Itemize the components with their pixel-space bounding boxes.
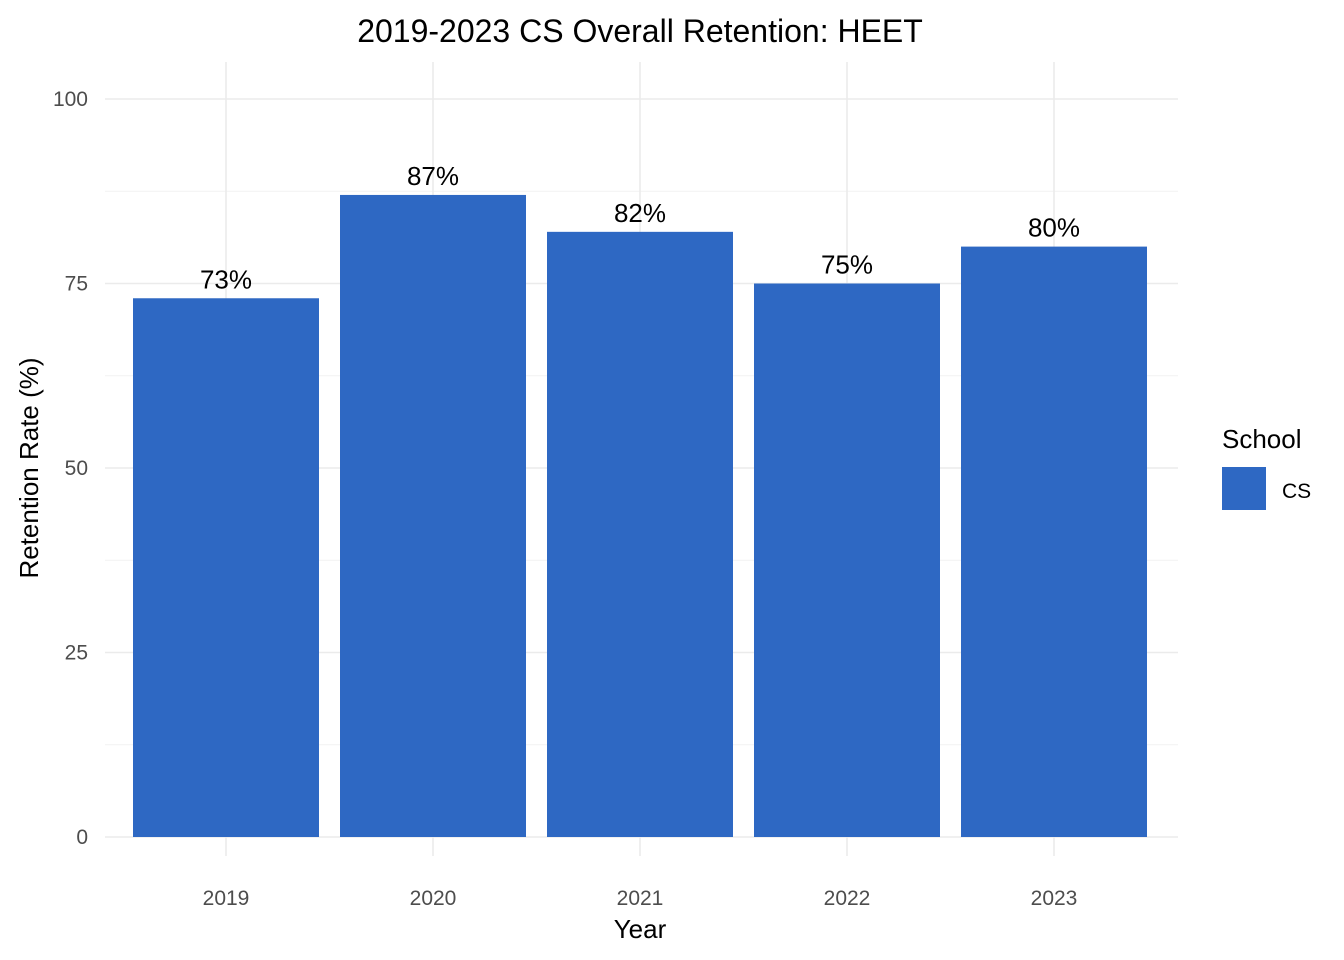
- data-label-2021: 82%: [614, 198, 666, 228]
- y-tick-label: 0: [76, 826, 88, 849]
- x-tick-label: 2019: [203, 887, 250, 910]
- y-tick-label: 100: [53, 88, 88, 111]
- x-tick-label: 2022: [824, 887, 871, 910]
- data-label-2023: 80%: [1028, 213, 1080, 243]
- y-tick-label: 50: [65, 457, 88, 480]
- bar-2022: [754, 283, 940, 837]
- x-axis-title: Year: [614, 914, 667, 944]
- bar-2020: [340, 194, 526, 837]
- legend-label-cs: CS: [1282, 480, 1311, 503]
- data-label-2019: 73%: [200, 264, 252, 294]
- legend-title: School: [1222, 424, 1302, 454]
- bar-2023: [961, 246, 1147, 838]
- legend: School CS: [1222, 424, 1311, 510]
- bars: [133, 194, 1147, 838]
- bar-2019: [133, 298, 319, 837]
- x-tick-label: 2020: [410, 887, 457, 910]
- data-label-2022: 75%: [821, 250, 873, 280]
- chart-title: 2019-2023 CS Overall Retention: HEET: [357, 13, 923, 49]
- legend-key-cs: [1222, 467, 1266, 510]
- x-tick-label: 2021: [617, 887, 664, 910]
- y-axis-ticks: 0 25 50 75 100: [53, 88, 88, 849]
- y-tick-label: 25: [65, 642, 88, 665]
- y-tick-label: 75: [65, 273, 88, 296]
- bar-2021: [547, 231, 733, 838]
- x-axis-ticks: 2019 2020 2021 2022 2023: [203, 887, 1078, 910]
- x-tick-label: 2023: [1031, 887, 1078, 910]
- data-label-2020: 87%: [407, 161, 459, 191]
- y-axis-title: Retention Rate (%): [14, 357, 44, 578]
- data-labels: 73% 87% 82% 75% 80%: [200, 161, 1080, 294]
